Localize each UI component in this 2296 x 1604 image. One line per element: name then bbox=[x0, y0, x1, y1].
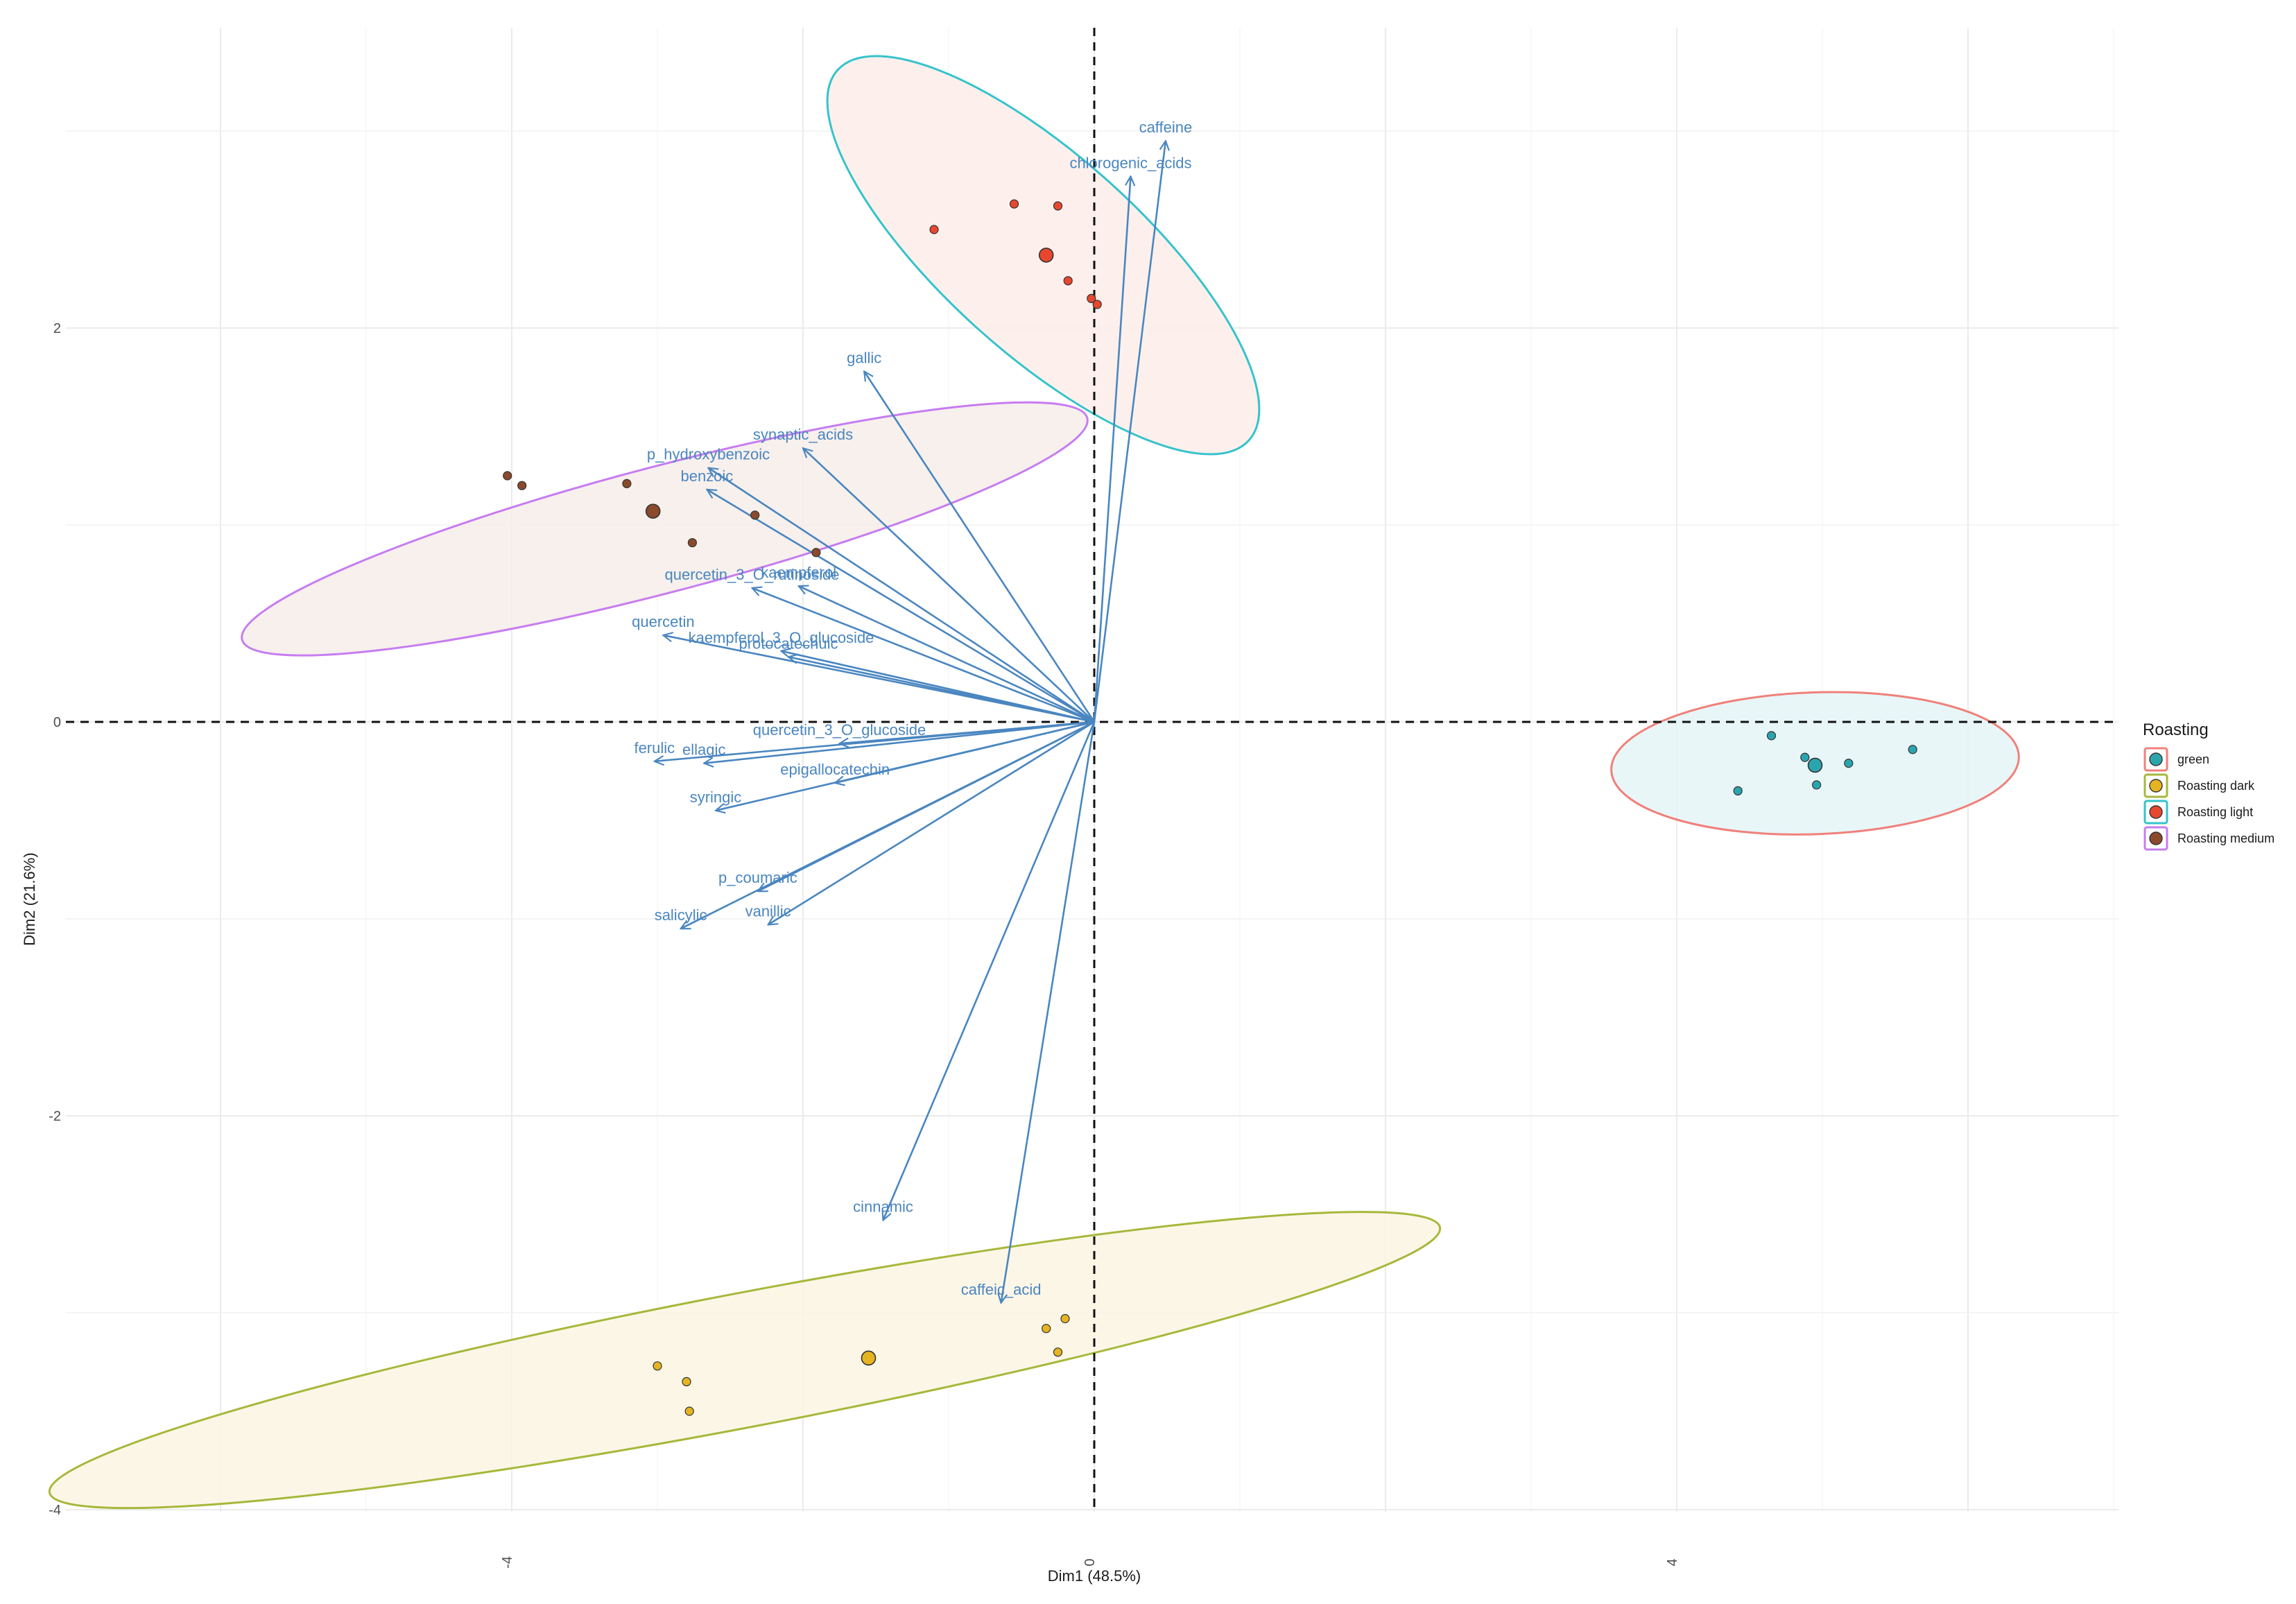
point-green bbox=[1908, 745, 1917, 754]
label-synaptic_acids: synaptic_acids bbox=[753, 426, 853, 443]
label-quercetin_3_O_glucoside: quercetin_3_O_glucoside bbox=[753, 721, 926, 739]
arrow-p_hydroxybenzoic bbox=[709, 468, 1095, 723]
point-green bbox=[1844, 759, 1854, 768]
x-tick-label: 0 bbox=[1082, 1558, 1098, 1566]
arrow-chlorogenic_acids bbox=[1093, 176, 1131, 723]
arrow-vanillic bbox=[768, 721, 1095, 925]
arrow-quercetin_3_O_rutinoside bbox=[752, 588, 1095, 723]
point-roasting-dark bbox=[1060, 1313, 1070, 1324]
label-epigallocatechin: epigallocatechin bbox=[780, 761, 890, 778]
legend-marker bbox=[2149, 752, 2163, 766]
label-vanillic: vanillic bbox=[745, 903, 791, 920]
label-ellagic: ellagic bbox=[682, 741, 725, 759]
point-green bbox=[1733, 786, 1743, 796]
axis-ticks: -4 0 4 -4 -2 0 2 bbox=[49, 321, 1680, 1569]
arrow-gallic bbox=[864, 371, 1096, 723]
point-roasting-dark bbox=[1053, 1347, 1063, 1357]
point-roasting-medium bbox=[503, 471, 512, 481]
point-roasting-medium bbox=[811, 548, 821, 558]
point-roasting-light bbox=[1063, 276, 1073, 286]
point-roasting-light bbox=[1009, 199, 1019, 209]
arrow-ellagic bbox=[704, 721, 1095, 764]
centroid-roasting-light bbox=[1038, 248, 1054, 263]
point-green bbox=[1766, 731, 1777, 741]
label-caffeic_acid: caffeic_acid bbox=[961, 1281, 1042, 1298]
legend-marker bbox=[2149, 779, 2163, 793]
legend-label: Roasting medium bbox=[2177, 831, 2275, 845]
legend: Roasting green Roasting dark Roasting ligh… bbox=[2143, 721, 2275, 851]
x-tick-label: 4 bbox=[1665, 1558, 1680, 1566]
point-roasting-medium bbox=[622, 478, 632, 488]
individual-points bbox=[503, 199, 1917, 1416]
arrow-protocatechuic bbox=[788, 657, 1095, 723]
point-roasting-dark bbox=[684, 1406, 694, 1416]
label-gallic: gallic bbox=[847, 349, 881, 366]
ellipse-roasting-medium bbox=[241, 401, 1089, 657]
confidence-ellipses bbox=[48, 55, 2020, 1510]
centroid-green bbox=[1807, 757, 1823, 773]
label-salicylic: salicylic bbox=[655, 906, 707, 924]
point-roasting-dark bbox=[653, 1361, 662, 1371]
arrow-cinnamic bbox=[883, 721, 1096, 1221]
point-roasting-light bbox=[1087, 293, 1096, 303]
label-chlorogenic_acids: chlorogenic_acids bbox=[1069, 154, 1191, 171]
label-kaempferol: kaempferol bbox=[761, 564, 836, 581]
legend-marker bbox=[2149, 831, 2163, 845]
label-p_hydroxybenzoic: p_hydroxybenzoic bbox=[647, 446, 770, 463]
legend-title: Roasting bbox=[2143, 721, 2209, 739]
point-roasting-light bbox=[1053, 201, 1063, 211]
x-tick-label: -4 bbox=[500, 1556, 515, 1569]
arrow-benzoic bbox=[707, 490, 1095, 723]
label-protocatechuic: protocatechuic bbox=[739, 635, 838, 652]
arrow-caffeic_acid bbox=[1001, 721, 1096, 1303]
point-roasting-light bbox=[929, 225, 939, 234]
x-axis-title: Dim1 (48.5%) bbox=[1048, 1567, 1141, 1585]
legend-label: Roasting dark bbox=[2177, 779, 2255, 793]
y-axis-title: Dim2 (21.6%) bbox=[21, 852, 38, 945]
centroid-roasting-medium bbox=[645, 503, 661, 519]
point-roasting-medium bbox=[687, 537, 698, 548]
y-tick-label: 2 bbox=[53, 321, 61, 336]
label-ferulic: ferulic bbox=[634, 739, 675, 757]
legend-label: green bbox=[2177, 752, 2209, 766]
centroid-roasting-dark bbox=[861, 1350, 877, 1366]
point-roasting-light bbox=[1092, 300, 1102, 309]
point-roasting-medium bbox=[517, 481, 527, 490]
label-p_coumaric: p_coumaric bbox=[718, 869, 797, 886]
y-tick-label: -4 bbox=[49, 1503, 61, 1518]
point-roasting-dark bbox=[1042, 1324, 1051, 1334]
arrow-syringic bbox=[716, 721, 1095, 811]
arrow-synaptic_acids bbox=[803, 448, 1095, 723]
point-roasting-dark bbox=[682, 1377, 691, 1387]
label-cinnamic: cinnamic bbox=[853, 1198, 913, 1216]
variable-arrows bbox=[655, 141, 1166, 1303]
label-quercetin_3_O_rutinoside: quercetin_3_O_rutinoside bbox=[665, 566, 840, 583]
legend-label: Roasting light bbox=[2177, 805, 2253, 819]
label-caffeine: caffeine bbox=[1139, 119, 1193, 136]
legend-marker bbox=[2149, 805, 2163, 819]
arrow-kaempferol bbox=[799, 586, 1095, 723]
label-kaempferol_3_O_glucoside: kaempferol_3_O_glucoside bbox=[689, 629, 874, 646]
point-green bbox=[1800, 752, 1810, 762]
label-quercetin: quercetin bbox=[632, 613, 695, 630]
label-syringic: syringic bbox=[690, 788, 742, 806]
point-roasting-medium bbox=[750, 510, 760, 520]
ellipse-roasting-dark bbox=[48, 1211, 1442, 1510]
point-green bbox=[1812, 780, 1822, 790]
arrow-salicylic bbox=[681, 721, 1095, 930]
arrow-caffeine bbox=[1093, 141, 1166, 723]
y-tick-label: -2 bbox=[49, 1109, 61, 1124]
label-benzoic: benzoic bbox=[680, 467, 733, 485]
y-tick-label: 0 bbox=[53, 715, 61, 730]
arrow-ferulic bbox=[655, 721, 1095, 761]
